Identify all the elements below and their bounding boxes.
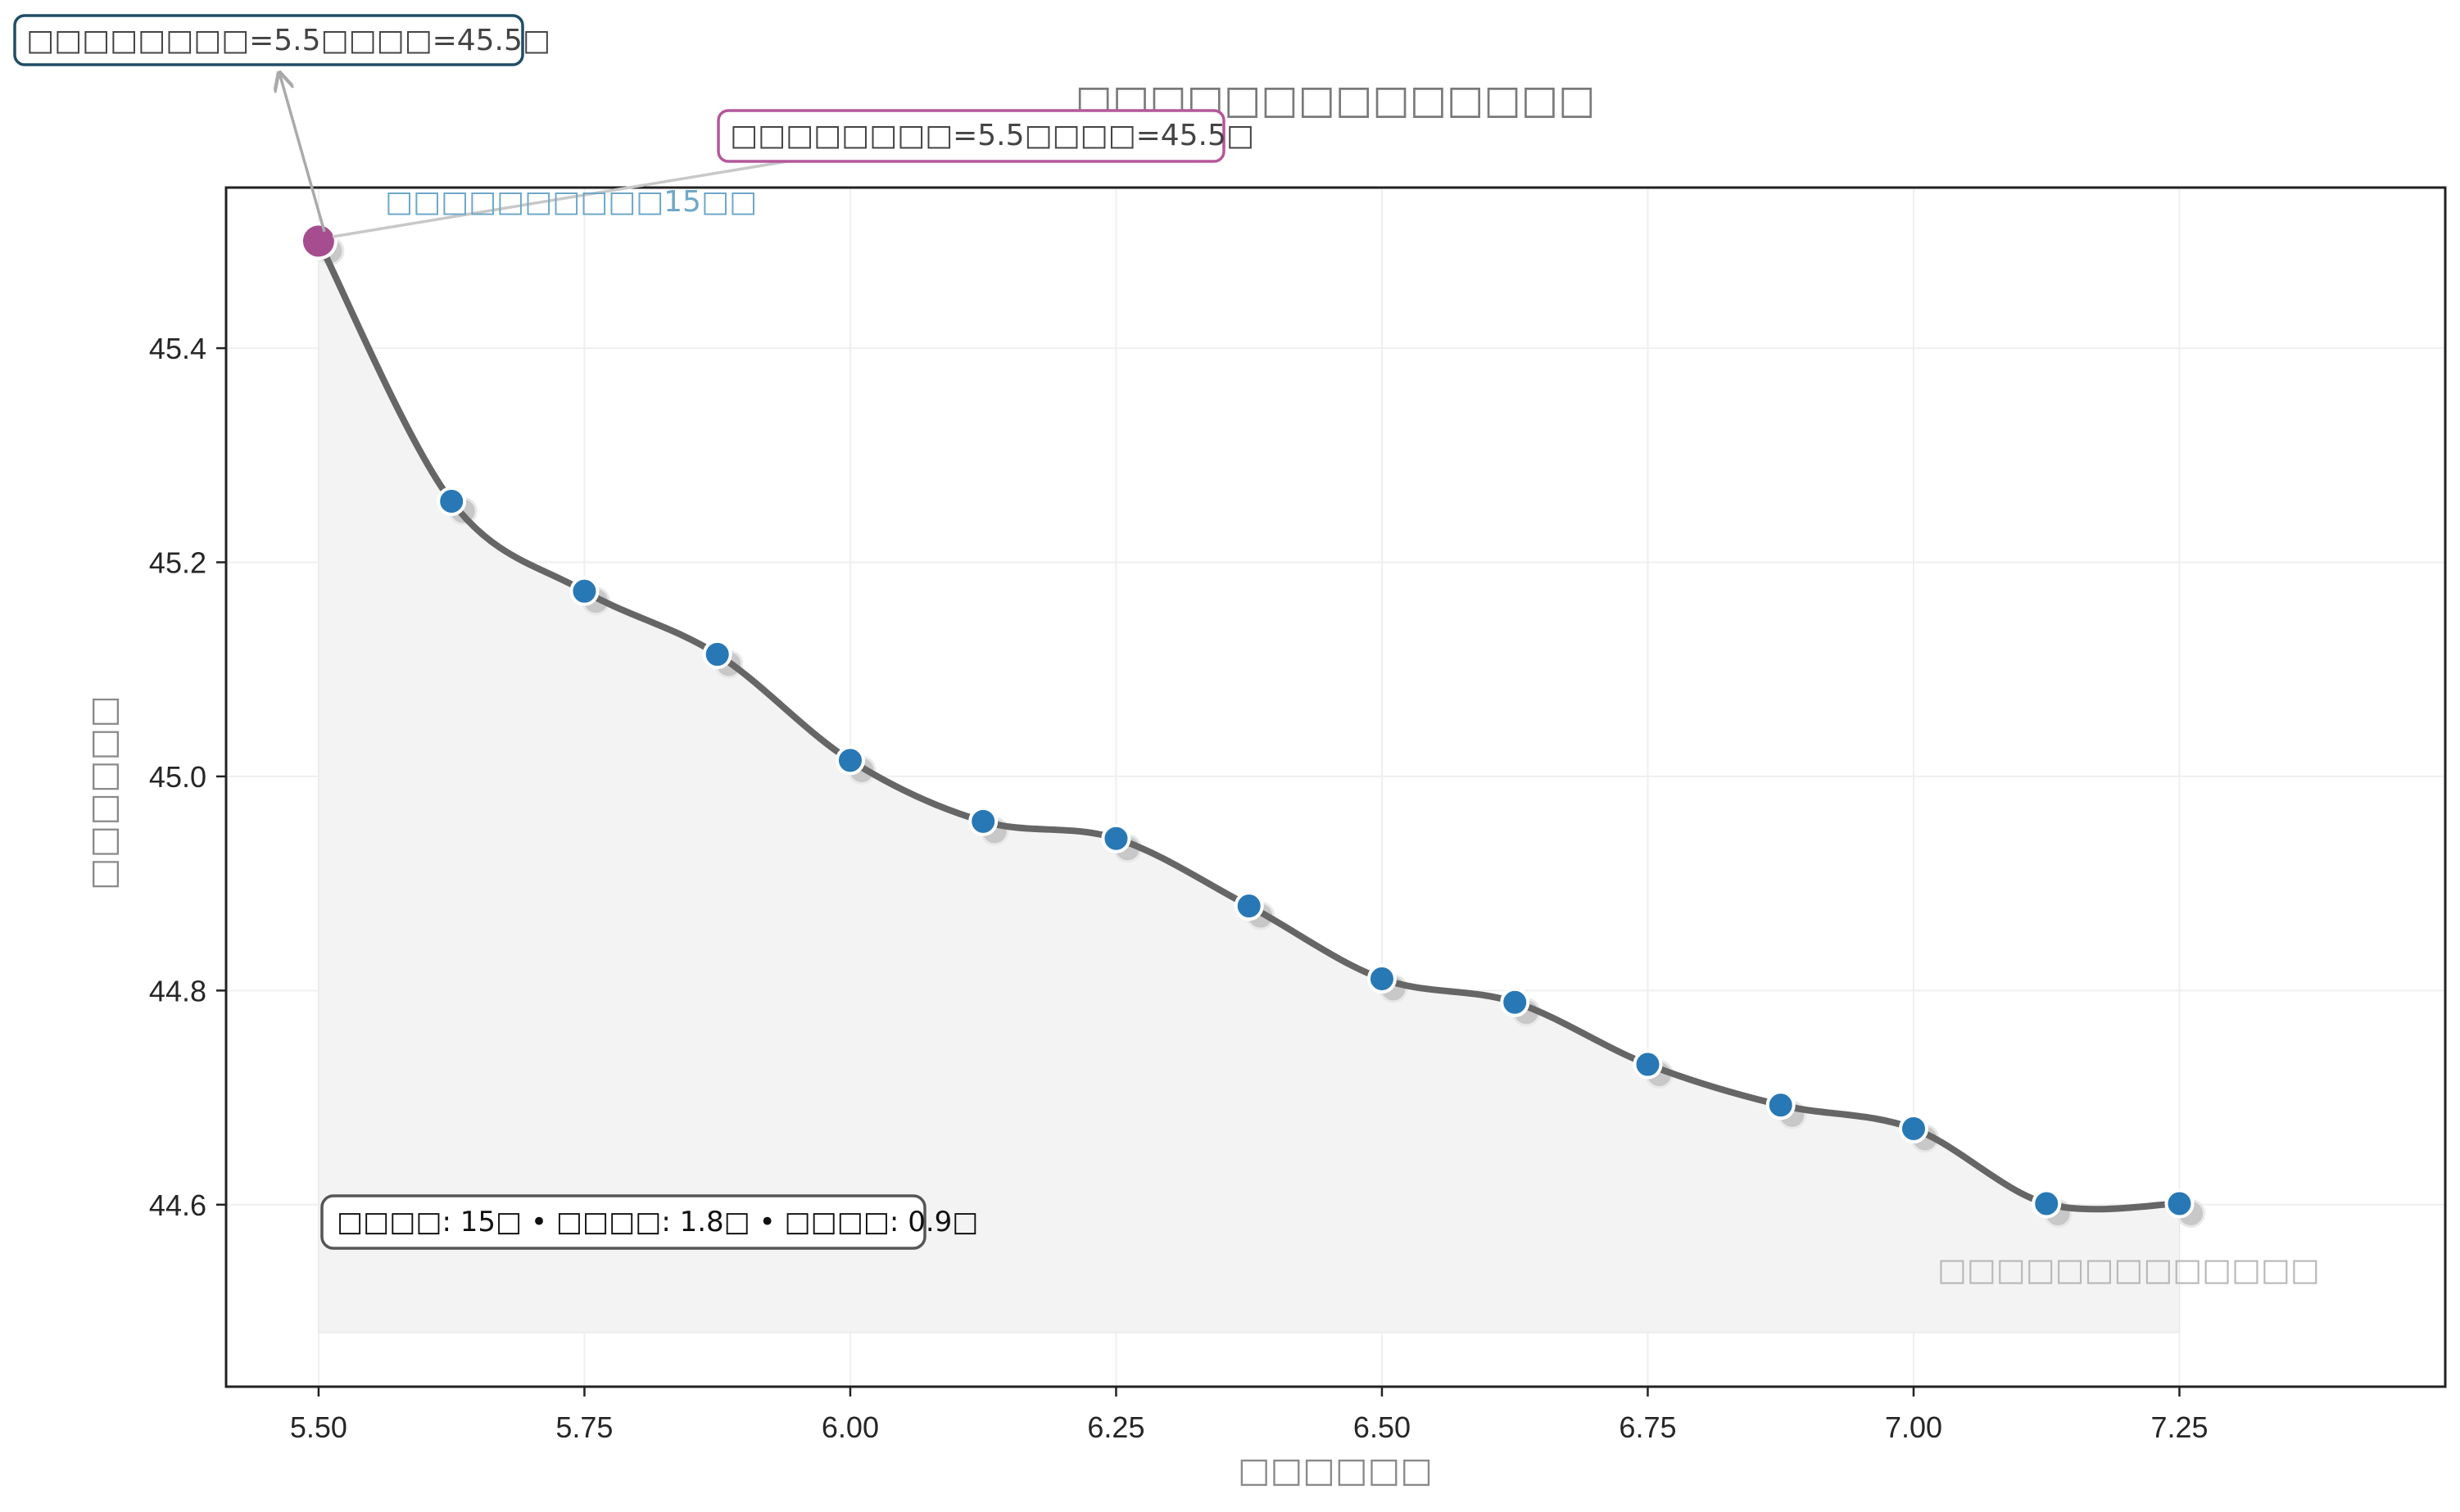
y-tick-label: 44.6 <box>149 1188 206 1222</box>
x-axis-label: □□□□□□ <box>1238 1450 1433 1490</box>
x-tick-label: 5.50 <box>290 1410 347 1444</box>
annotation-box-top-left: □□□□□□□□=5.5□□□□=45.5□ <box>13 14 550 66</box>
highlight-point <box>299 222 338 260</box>
data-point <box>1366 963 1397 994</box>
y-axis-label: □□□□□□ <box>83 695 123 890</box>
data-point <box>1898 1113 1928 1143</box>
y-tick-label: 44.8 <box>149 974 206 1007</box>
y-tick-label: 45.2 <box>149 546 206 580</box>
data-point <box>968 806 999 836</box>
annotation-box-highlight: □□□□□□□□=5.5□□□□=45.5□ <box>717 109 1254 163</box>
data-point <box>1765 1090 1796 1120</box>
watermark-text: □□□□□□□□□□□□□ <box>1937 1252 2320 1288</box>
data-point <box>1234 891 1264 921</box>
x-axis-ticks: 5.50 5.75 6.00 6.25 6.50 6.75 7.00 7.25 <box>290 1387 2209 1444</box>
x-tick-label: 6.25 <box>1087 1410 1144 1444</box>
data-point <box>437 486 467 516</box>
y-tick-label: 45.0 <box>149 760 206 794</box>
y-tick-label: 45.4 <box>149 332 206 365</box>
x-tick-label: 6.00 <box>822 1410 879 1444</box>
data-point <box>1101 823 1131 853</box>
x-tick-label: 6.75 <box>1619 1410 1676 1444</box>
data-point <box>702 639 732 669</box>
data-point <box>2032 1188 2062 1219</box>
annotation-text-highlight: □□□□□□□□=5.5□□□□=45.5□ <box>730 119 1254 152</box>
stats-text: □□□□: 15□ • □□□□: 1.8□ • □□□□: 0.9□ <box>337 1206 978 1238</box>
callout-arrow-right <box>332 156 808 238</box>
data-point <box>2164 1188 2195 1219</box>
annotation-text-top-left: □□□□□□□□=5.5□□□□=45.5□ <box>26 24 550 57</box>
callout-arrow-top <box>279 73 326 233</box>
data-point <box>1633 1049 1663 1080</box>
x-tick-label: 6.50 <box>1353 1410 1411 1444</box>
area-fill <box>318 241 2180 1333</box>
x-tick-label: 7.00 <box>1885 1410 1942 1444</box>
x-tick-label: 7.25 <box>2150 1410 2208 1444</box>
data-point <box>1500 987 1530 1017</box>
data-point <box>569 576 600 606</box>
x-tick-label: 5.75 <box>555 1410 613 1444</box>
plot-frame <box>224 186 2447 1388</box>
point-count-note: □□□□□□□□□□15□□ <box>385 185 757 219</box>
y-axis-ticks: 44.6 44.8 45.0 45.2 45.4 <box>149 332 226 1222</box>
data-point <box>835 745 865 776</box>
data-points <box>299 222 2195 1219</box>
stats-box: □□□□: 15□ • □□□□: 1.8□ • □□□□: 0.9□ <box>320 1194 978 1250</box>
